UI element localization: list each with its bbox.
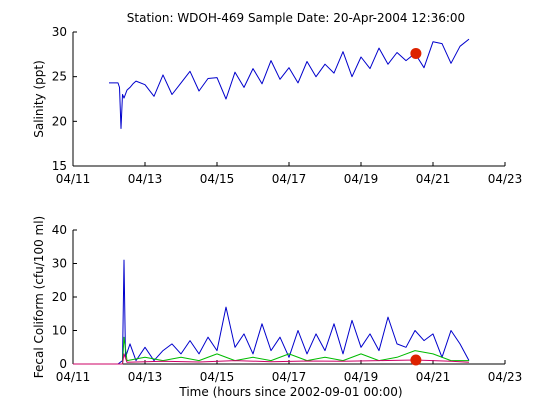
y-axis-label: Fecal Coliform (cfu/100 ml) bbox=[32, 216, 46, 379]
x-tick-label: 04/23 bbox=[488, 172, 523, 186]
y-axis-label: Salinity (ppt) bbox=[32, 60, 46, 138]
x-tick-label: 04/11 bbox=[56, 370, 91, 384]
fecal-series-line-3 bbox=[73, 353, 470, 365]
y-tick-label: 10 bbox=[52, 324, 67, 338]
y-tick-label: 15 bbox=[52, 159, 67, 173]
fecal-sample-marker bbox=[410, 354, 422, 366]
x-tick-label: 04/17 bbox=[272, 172, 307, 186]
x-tick-label: 04/19 bbox=[344, 172, 379, 186]
x-axis-label: Time (hours since 2002-09-01 00:00) bbox=[178, 385, 402, 399]
y-tick-label: 25 bbox=[52, 70, 67, 84]
fecal-series-line-1 bbox=[73, 259, 470, 365]
x-tick-label: 04/21 bbox=[416, 172, 451, 186]
x-tick-label: 04/15 bbox=[200, 172, 235, 186]
x-tick-label: 04/17 bbox=[272, 370, 307, 384]
figure-title: Station: WDOH-469 Sample Date: 20-Apr-20… bbox=[127, 11, 465, 25]
y-tick-label: 30 bbox=[52, 25, 67, 39]
y-tick-label: 20 bbox=[52, 290, 67, 304]
y-tick-label: 20 bbox=[52, 114, 67, 128]
x-tick-label: 04/13 bbox=[128, 370, 163, 384]
x-tick-label: 04/23 bbox=[488, 370, 523, 384]
x-tick-label: 04/13 bbox=[128, 172, 163, 186]
y-tick-label: 30 bbox=[52, 257, 67, 271]
x-tick-label: 04/15 bbox=[200, 370, 235, 384]
fecal-series-line-2 bbox=[73, 336, 469, 365]
salinity-sample-marker bbox=[410, 47, 422, 59]
x-tick-label: 04/19 bbox=[344, 370, 379, 384]
salinity-chart: 04/11 04/13 04/15 04/17 04/19 04/21 04/23 15 20 2… bbox=[32, 25, 522, 186]
salinity-series-line-1 bbox=[109, 38, 470, 129]
fecal-coliform-chart: 04/11 04/13 04/15 04/17 04/19 04/21 04/23 0 10 20… bbox=[32, 216, 522, 399]
x-tick-label: 04/11 bbox=[56, 172, 91, 186]
y-tick-label: 40 bbox=[52, 223, 67, 237]
y-tick-label: 0 bbox=[59, 357, 67, 371]
x-tick-label: 04/21 bbox=[416, 370, 451, 384]
